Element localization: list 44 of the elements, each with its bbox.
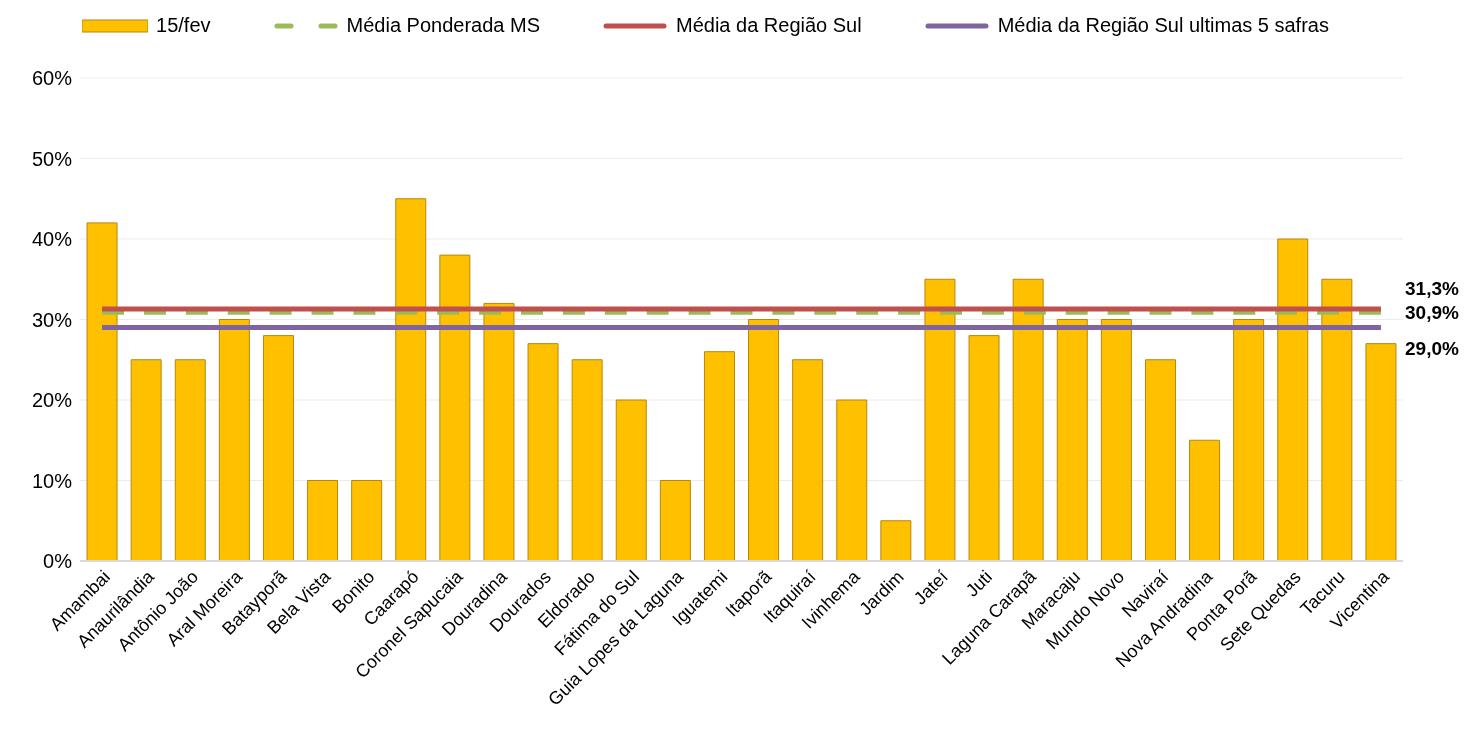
bar — [1144, 359, 1176, 561]
bar — [307, 480, 339, 561]
y-tick-label: 30% — [31, 308, 73, 331]
bar — [130, 359, 162, 561]
bar — [1056, 319, 1088, 561]
bar — [1100, 319, 1132, 561]
bar — [836, 399, 868, 561]
bar — [1012, 278, 1044, 561]
bar — [1277, 238, 1309, 561]
legend-label: Média Ponderada MS — [346, 14, 540, 37]
bar — [395, 198, 427, 561]
bar — [218, 319, 250, 561]
bar — [483, 302, 515, 561]
data-label: 30,9% — [1405, 301, 1459, 323]
data-label: 31,3% — [1405, 277, 1459, 299]
legend-label: Média da Região Sul ultimas 5 safras — [997, 14, 1329, 37]
bar — [262, 335, 294, 561]
bar — [880, 520, 912, 561]
bar — [924, 278, 956, 561]
bar — [351, 480, 383, 561]
y-tick-label: 20% — [31, 389, 73, 412]
bar — [703, 351, 735, 561]
bar — [174, 359, 206, 561]
bar — [1365, 343, 1397, 561]
y-tick-label: 60% — [31, 67, 73, 90]
bar — [86, 222, 118, 561]
bar — [792, 359, 824, 561]
legend-label: 15/fev — [156, 14, 211, 37]
y-tick-label: 50% — [31, 147, 73, 170]
bar — [571, 359, 603, 561]
bar — [527, 343, 559, 561]
y-tick-label: 10% — [31, 469, 73, 492]
bar — [968, 335, 1000, 561]
data-label: 29,0% — [1405, 338, 1459, 360]
y-tick-label: 0% — [43, 550, 73, 573]
y-tick-label: 40% — [31, 228, 73, 251]
bar — [1189, 439, 1221, 561]
bar — [1233, 319, 1265, 561]
bar — [615, 399, 647, 561]
bar — [439, 254, 471, 561]
bar — [748, 319, 780, 561]
bar — [1321, 278, 1353, 561]
bar — [659, 480, 691, 561]
legend-label: Média da Região Sul — [675, 14, 862, 37]
